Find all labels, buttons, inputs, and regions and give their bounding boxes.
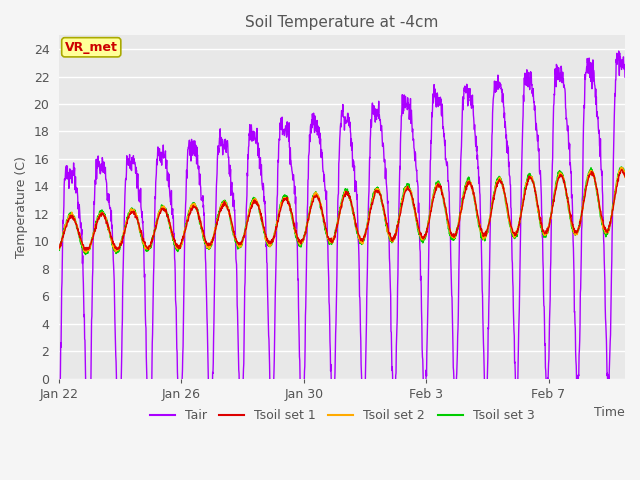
Y-axis label: Temperature (C): Temperature (C) — [15, 156, 28, 258]
Title: Soil Temperature at -4cm: Soil Temperature at -4cm — [245, 15, 439, 30]
X-axis label: Time: Time — [595, 406, 625, 419]
Legend: Tair, Tsoil set 1, Tsoil set 2, Tsoil set 3: Tair, Tsoil set 1, Tsoil set 2, Tsoil se… — [145, 404, 540, 427]
Text: VR_met: VR_met — [65, 41, 118, 54]
